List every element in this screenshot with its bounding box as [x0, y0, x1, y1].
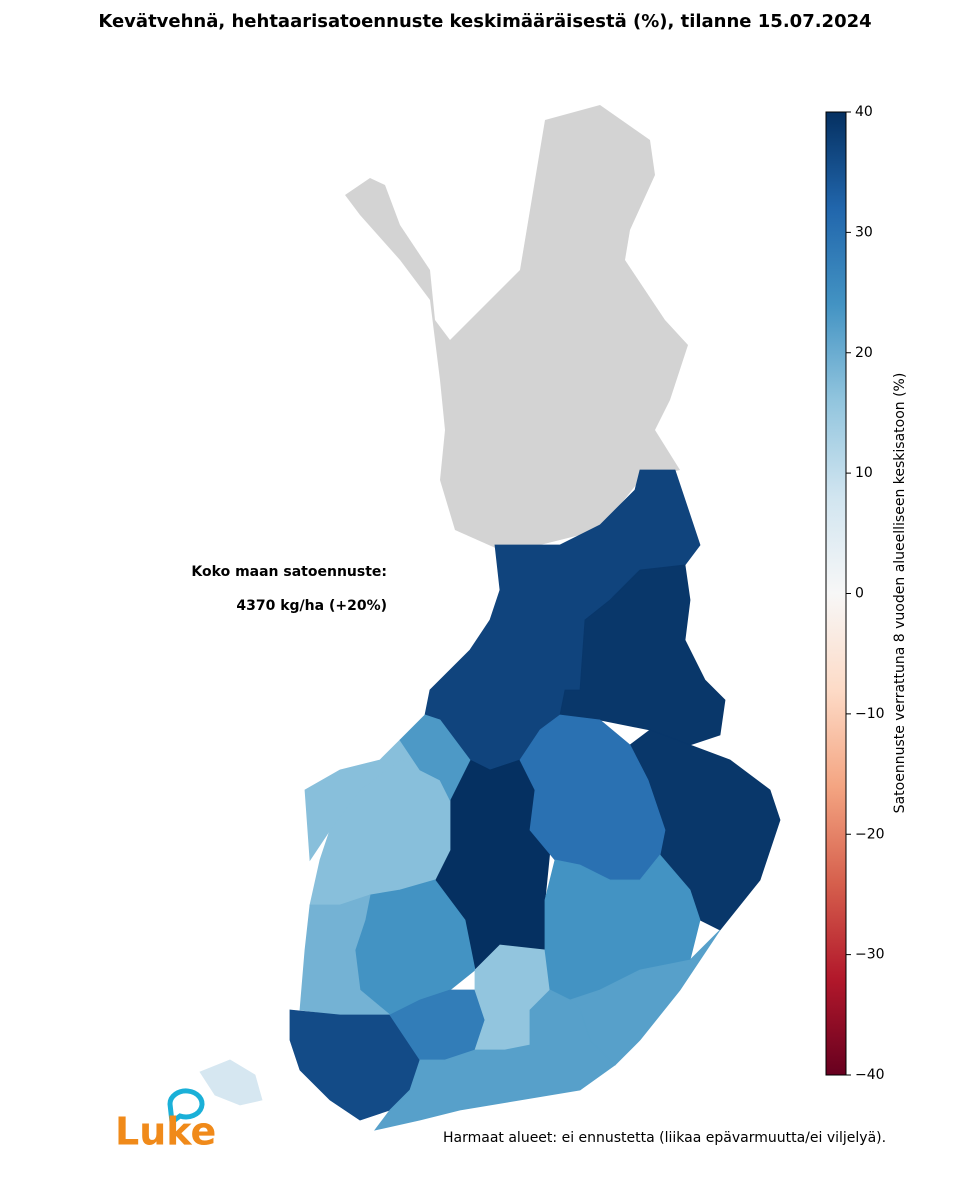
region: [399, 714, 471, 801]
region: [199, 1059, 263, 1106]
no-data-area: [345, 105, 688, 550]
colorbar-tick-label: −10: [855, 706, 885, 722]
annotation: Koko maan satoennuste:: [191, 564, 387, 580]
colorbar-tick-label: −20: [855, 826, 885, 842]
region: [374, 989, 616, 1131]
colorbar-tick-label: 10: [855, 465, 873, 481]
colorbar-tick-label: −30: [855, 947, 885, 963]
region: [559, 564, 726, 746]
footnote: Harmaat alueet: ei ennustetta (liikaa ep…: [443, 1130, 886, 1146]
region: [299, 894, 392, 1016]
logo-bubble: [167, 1088, 205, 1127]
colorbar-tick-label: 30: [855, 224, 873, 240]
colorbar-tick-label: 40: [855, 104, 873, 120]
title: Kevätvehnä, hehtaarisatoennuste keskimää…: [98, 11, 871, 32]
colorbar-tick-label: 20: [855, 345, 873, 361]
logo: Luke: [115, 1110, 216, 1154]
colorbar: [825, 111, 847, 1076]
colorbar-tick-label: 0: [855, 586, 864, 602]
colorbar-tick-label: −40: [855, 1067, 885, 1083]
annotation: 4370 kg/ha (+20%): [236, 598, 387, 614]
colorbar-label: Satoennuste verrattuna 8 vuoden alueelli…: [892, 373, 908, 814]
